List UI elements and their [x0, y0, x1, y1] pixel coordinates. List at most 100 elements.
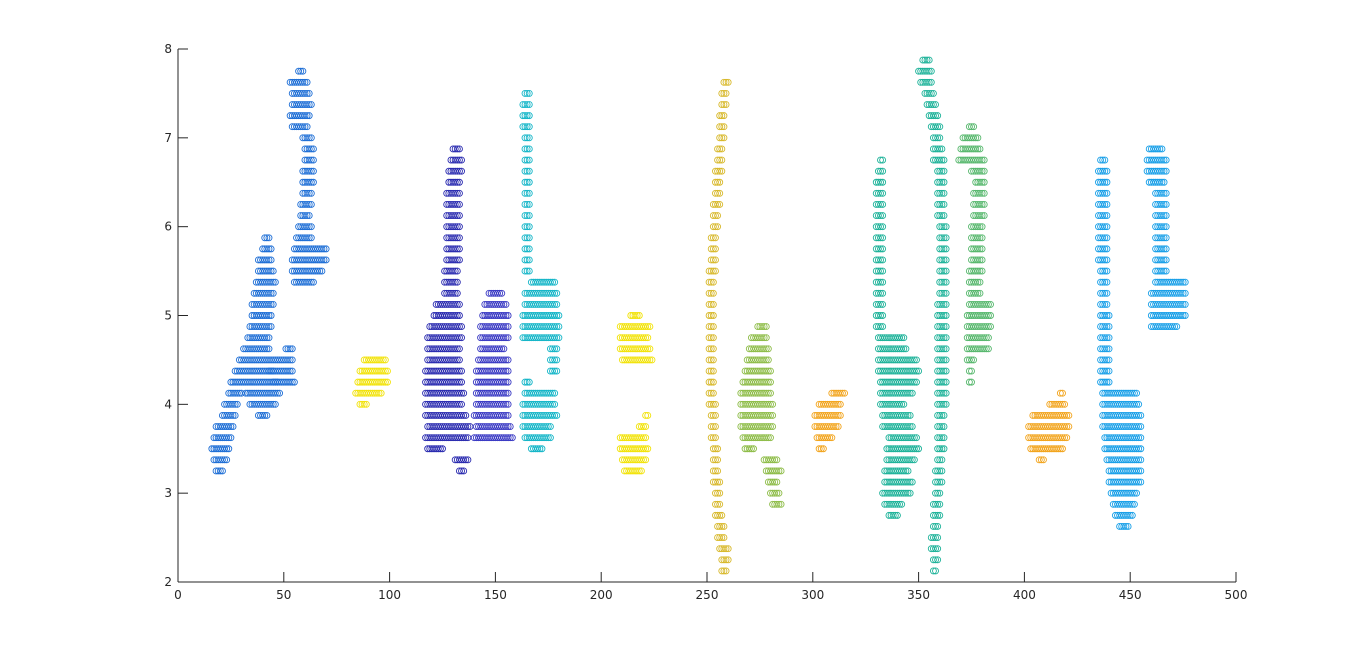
scatter-point [934, 145, 942, 153]
scatter-point [874, 201, 882, 208]
scatter-point [553, 312, 561, 319]
scatter-point [707, 267, 715, 275]
scatter-point [221, 445, 229, 453]
scatter-point [893, 500, 901, 508]
scatter-point [968, 356, 975, 364]
scatter-point [455, 234, 463, 242]
scatter-point [375, 389, 383, 397]
scatter-point [274, 389, 281, 397]
scatter-point [1133, 389, 1141, 397]
scatter-point [978, 201, 986, 208]
scatter-point [940, 245, 948, 253]
scatter-point [834, 423, 842, 430]
scatter-point [500, 312, 508, 319]
scatter-point [1171, 323, 1179, 331]
scatter-point [506, 434, 514, 442]
scatter-point [267, 300, 275, 308]
scatter-point [767, 367, 774, 375]
scatter-point [714, 178, 722, 186]
scatter-point [536, 445, 544, 453]
scatter-point [314, 267, 322, 275]
scatter-point [1103, 212, 1111, 220]
scatter-point [764, 389, 772, 397]
scatter-point [546, 400, 554, 408]
scatter-point [276, 389, 284, 397]
scatter-point [709, 434, 717, 442]
scatter-point [301, 78, 309, 86]
scatter-point [819, 445, 827, 453]
scatter-point [451, 145, 459, 153]
scatter-point [927, 67, 935, 75]
scatter-point [976, 234, 984, 242]
scatter-point [877, 267, 884, 275]
scatter-point [965, 378, 973, 386]
scatter-point [714, 212, 722, 220]
scatter-point [940, 423, 948, 430]
scatter-point [896, 400, 904, 408]
scatter-point [1133, 489, 1141, 497]
scatter-point [1160, 189, 1168, 197]
scatter-point [777, 500, 785, 508]
scatter-point [764, 423, 772, 430]
scatter-point [301, 123, 309, 131]
scatter-point [267, 267, 275, 275]
scatter-point [1177, 289, 1185, 297]
scatter-point [261, 345, 269, 353]
scatter-point [504, 323, 512, 331]
scatter-point [502, 411, 510, 419]
scatter-point [1124, 511, 1132, 519]
scatter-point [551, 300, 559, 308]
scatter-point [322, 245, 330, 253]
scatter-point [1099, 212, 1107, 220]
scatter-point [718, 567, 726, 575]
scatter-point [1154, 145, 1162, 153]
scatter-point [980, 189, 988, 197]
scatter-point [1061, 400, 1069, 408]
scatter-point [538, 445, 546, 453]
scatter-point [707, 345, 715, 353]
scatter-point [1137, 411, 1145, 419]
scatter-point [644, 334, 652, 342]
scatter-point [502, 367, 510, 375]
scatter-point [309, 278, 317, 286]
scatter-point [724, 78, 732, 86]
scatter-point [974, 267, 982, 275]
scatter-point [379, 378, 387, 386]
scatter-point [1160, 156, 1168, 164]
scatter-point [832, 400, 840, 408]
scatter-point [551, 356, 559, 364]
scatter-point [938, 367, 946, 375]
scatter-point [982, 345, 990, 353]
scatter-point [284, 356, 292, 364]
scatter-point [449, 267, 457, 275]
scatter-point [712, 400, 719, 408]
scatter-point [978, 234, 986, 242]
scatter-point [938, 212, 946, 220]
scatter-point [1103, 178, 1111, 186]
scatter-point [984, 312, 992, 319]
scatter-point [709, 212, 717, 220]
scatter-point [227, 411, 235, 419]
scatter-point [462, 423, 470, 430]
scatter-point [451, 312, 459, 319]
scatter-point [764, 411, 772, 419]
scatter-point [714, 478, 722, 486]
scatter-point [720, 534, 728, 542]
scatter-point [303, 89, 311, 97]
scatter-point [455, 189, 463, 197]
scatter-point [1135, 423, 1143, 430]
scatter-point [936, 423, 944, 430]
scatter-point [771, 478, 779, 486]
scatter-point [455, 201, 463, 208]
scatter-point [970, 134, 978, 142]
scatter-point [902, 411, 910, 419]
scatter-point [942, 245, 950, 253]
scatter-point [1135, 445, 1143, 453]
scatter-point [305, 167, 313, 175]
scatter-point [305, 112, 313, 120]
scatter-point [987, 312, 994, 319]
scatter-point [521, 223, 529, 231]
scatter-point [707, 312, 715, 319]
scatter-point [707, 278, 715, 286]
scatter-point [976, 278, 984, 286]
